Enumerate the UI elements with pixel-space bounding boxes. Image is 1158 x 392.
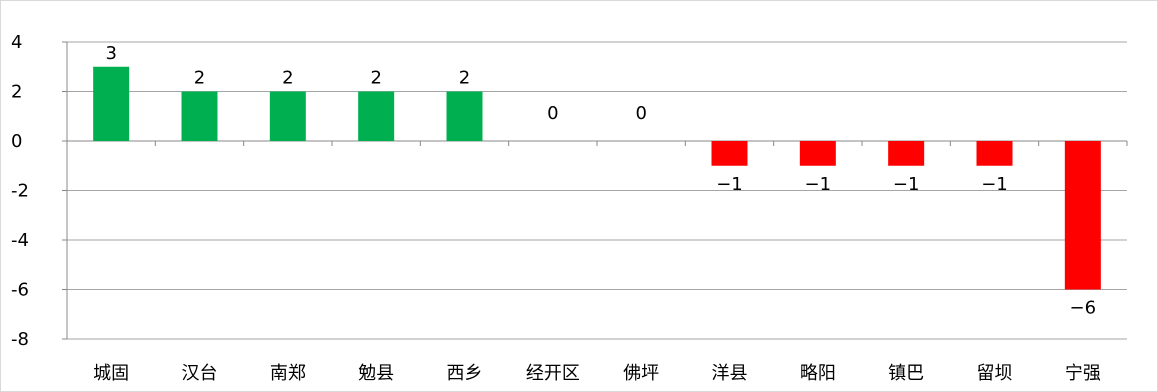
y-tick-label: 4	[11, 32, 22, 53]
y-tick-label: -4	[11, 230, 29, 251]
y-tick-label: 0	[11, 131, 22, 152]
bar	[1064, 141, 1101, 290]
x-tick-label: 西乡	[447, 363, 483, 384]
y-tick-label: -6	[11, 280, 29, 301]
bar	[181, 91, 218, 141]
data-label: 2	[194, 68, 205, 89]
x-tick-label: 佛坪	[623, 363, 659, 384]
x-tick-label: 城固	[93, 363, 129, 384]
data-label: 2	[282, 68, 293, 89]
x-tick-label: 留坝	[977, 363, 1013, 384]
x-tick-label: 经开区	[526, 363, 580, 384]
bar	[976, 141, 1013, 166]
x-tick-label: 南郑	[270, 363, 306, 384]
x-tick-label: 勉县	[358, 363, 394, 384]
data-label: 2	[370, 68, 381, 89]
x-tick-label: 汉台	[182, 363, 218, 384]
bar	[799, 141, 836, 166]
data-label: −1	[893, 174, 920, 195]
bar	[93, 66, 130, 141]
data-label: 0	[547, 103, 558, 124]
y-tick-label: -8	[11, 329, 29, 350]
data-label: 0	[635, 103, 646, 124]
bar	[711, 141, 748, 166]
x-tick-label: 略阳	[800, 363, 836, 384]
x-tick-label: 镇巴	[888, 363, 924, 384]
data-label: −1	[981, 174, 1008, 195]
y-tick-label: 2	[11, 82, 22, 103]
data-label: 2	[459, 68, 470, 89]
bar	[888, 141, 925, 166]
bar	[358, 91, 395, 141]
y-tick-label: -2	[11, 181, 29, 202]
data-label: −1	[805, 174, 832, 195]
data-label: −6	[1070, 298, 1097, 319]
bar	[446, 91, 483, 141]
data-label: 3	[105, 43, 116, 64]
x-tick-label: 宁强	[1065, 363, 1101, 384]
data-label: −1	[716, 174, 743, 195]
x-tick-label: 洋县	[712, 363, 748, 384]
bar	[269, 91, 306, 141]
